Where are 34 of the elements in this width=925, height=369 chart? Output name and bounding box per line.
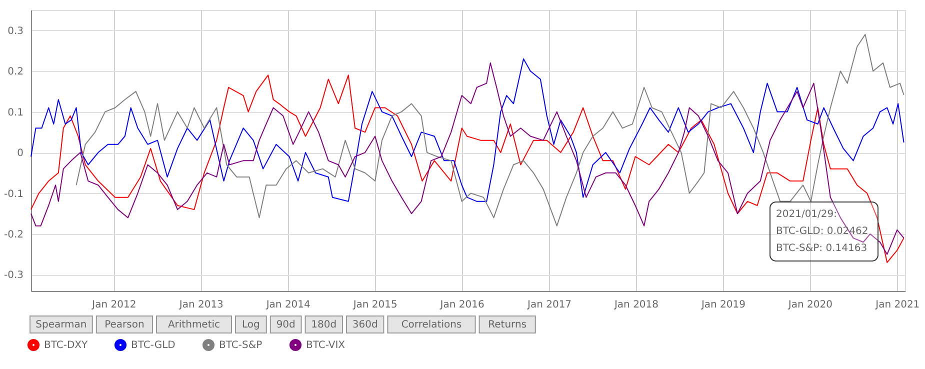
x-tick-label: Jan 2018 bbox=[613, 300, 659, 310]
y-tick-label: -0.2 bbox=[4, 229, 24, 240]
y-tick-label: 0.2 bbox=[8, 66, 24, 78]
x-tick-label: Jan 2019 bbox=[700, 300, 746, 310]
legend-label: BTC-VIX bbox=[306, 340, 346, 351]
x-tick-label: Jan 2015 bbox=[352, 300, 398, 310]
x-tick-label: Jan 2014 bbox=[265, 300, 310, 310]
text: 90d bbox=[276, 320, 296, 330]
text: Returns bbox=[488, 320, 527, 330]
y-tick-label: 0 bbox=[17, 148, 24, 160]
text: Correlations bbox=[401, 320, 462, 330]
text: Arithmetic bbox=[168, 320, 220, 330]
x-tick-label: Jan 2013 bbox=[178, 300, 224, 310]
line-series bbox=[76, 34, 904, 226]
legend-label: BTC-GLD bbox=[131, 340, 176, 351]
line-series bbox=[30, 58, 904, 202]
x-tick-label: Jan 2020 bbox=[787, 300, 832, 310]
x-tick-label: Jan 2021 bbox=[874, 300, 920, 310]
text: Log bbox=[242, 320, 260, 330]
legend-label: BTC-S&P bbox=[219, 340, 262, 351]
y-tick-label: 0.1 bbox=[8, 107, 24, 118]
text: Pearson bbox=[104, 320, 144, 330]
y-tick-label: -0.3 bbox=[4, 270, 24, 282]
x-tick-label: Jan 2012 bbox=[91, 300, 136, 310]
y-tick-label: -0.1 bbox=[4, 188, 24, 200]
text: 360d bbox=[352, 320, 378, 330]
legend-label: BTC-DXY bbox=[44, 340, 89, 351]
text: 180d bbox=[311, 320, 337, 330]
x-tick-label: Jan 2016 bbox=[439, 300, 484, 310]
text: Spearman bbox=[36, 320, 87, 330]
annotation: 2021/01/29: bbox=[776, 209, 838, 220]
y-tick-label: 0.3 bbox=[8, 26, 24, 37]
annotation: BTC-S&P: 0.14163 bbox=[776, 243, 868, 254]
x-tick-label: Jan 2017 bbox=[526, 300, 572, 310]
